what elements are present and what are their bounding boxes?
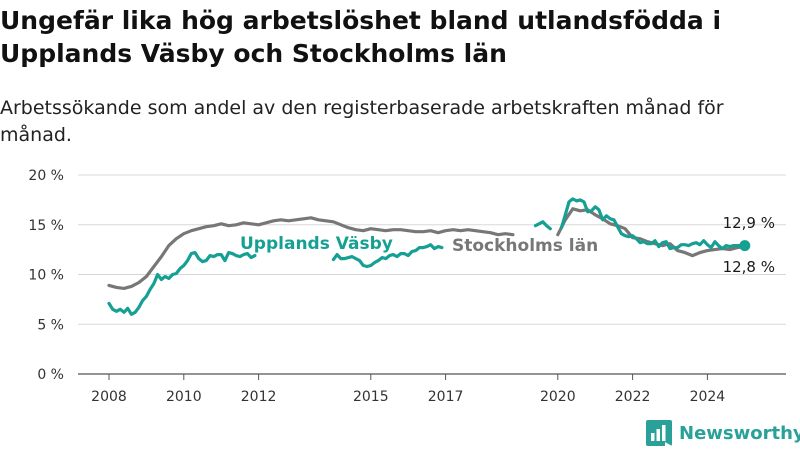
x-tick-label: 2010 xyxy=(166,389,202,405)
end-value-label-vasby: 12,9 % xyxy=(723,214,775,232)
series-label-vasby: Upplands Väsby xyxy=(240,234,393,254)
y-tick-label: 10 % xyxy=(28,268,64,284)
series-line-vasby xyxy=(331,243,444,269)
x-tick-label: 2017 xyxy=(428,389,464,405)
y-tick-label: 5 % xyxy=(37,317,64,333)
series-label-stockholm: Stockholms län xyxy=(452,236,598,256)
x-tick-label: 2022 xyxy=(615,389,651,405)
y-tick-label: 20 % xyxy=(28,168,64,184)
series-line-vasby xyxy=(107,251,257,316)
brand-name: Newsworthy xyxy=(679,422,800,444)
grid-lines xyxy=(78,174,786,325)
x-axis: 2008 2010 2012 2015 2017 2020 2022 2024 xyxy=(78,373,786,405)
series-lines xyxy=(107,197,751,316)
series-line-vasby xyxy=(559,197,747,251)
x-tick-label: 2012 xyxy=(241,389,277,405)
newsworthy-logo-icon xyxy=(646,420,672,446)
x-tick-label: 2020 xyxy=(540,389,576,405)
series-line-vasby xyxy=(533,220,552,231)
end-value-label-stockholm: 12,8 % xyxy=(723,258,775,276)
series-line-stockholm xyxy=(107,216,515,290)
y-tick-label: 0 % xyxy=(37,367,64,383)
chart-title: Ungefär lika hög arbetslöshet bland utla… xyxy=(0,6,722,68)
chart-subtitle: Arbetssökande som andel av den registerb… xyxy=(0,97,724,146)
x-tick-label: 2024 xyxy=(690,389,726,405)
newsworthy-brand: Newsworthy xyxy=(646,419,800,447)
x-tick-label: 2015 xyxy=(353,389,389,405)
x-tick-label: 2008 xyxy=(91,389,127,405)
y-axis-ticks: 0 % 5 % 10 % 15 % 20 % xyxy=(28,168,64,383)
y-tick-label: 15 % xyxy=(28,218,64,234)
series-labels: Upplands Väsby Stockholms län 12,9 % 12,8 % xyxy=(240,214,775,276)
series-end-point-vasby xyxy=(739,240,751,252)
